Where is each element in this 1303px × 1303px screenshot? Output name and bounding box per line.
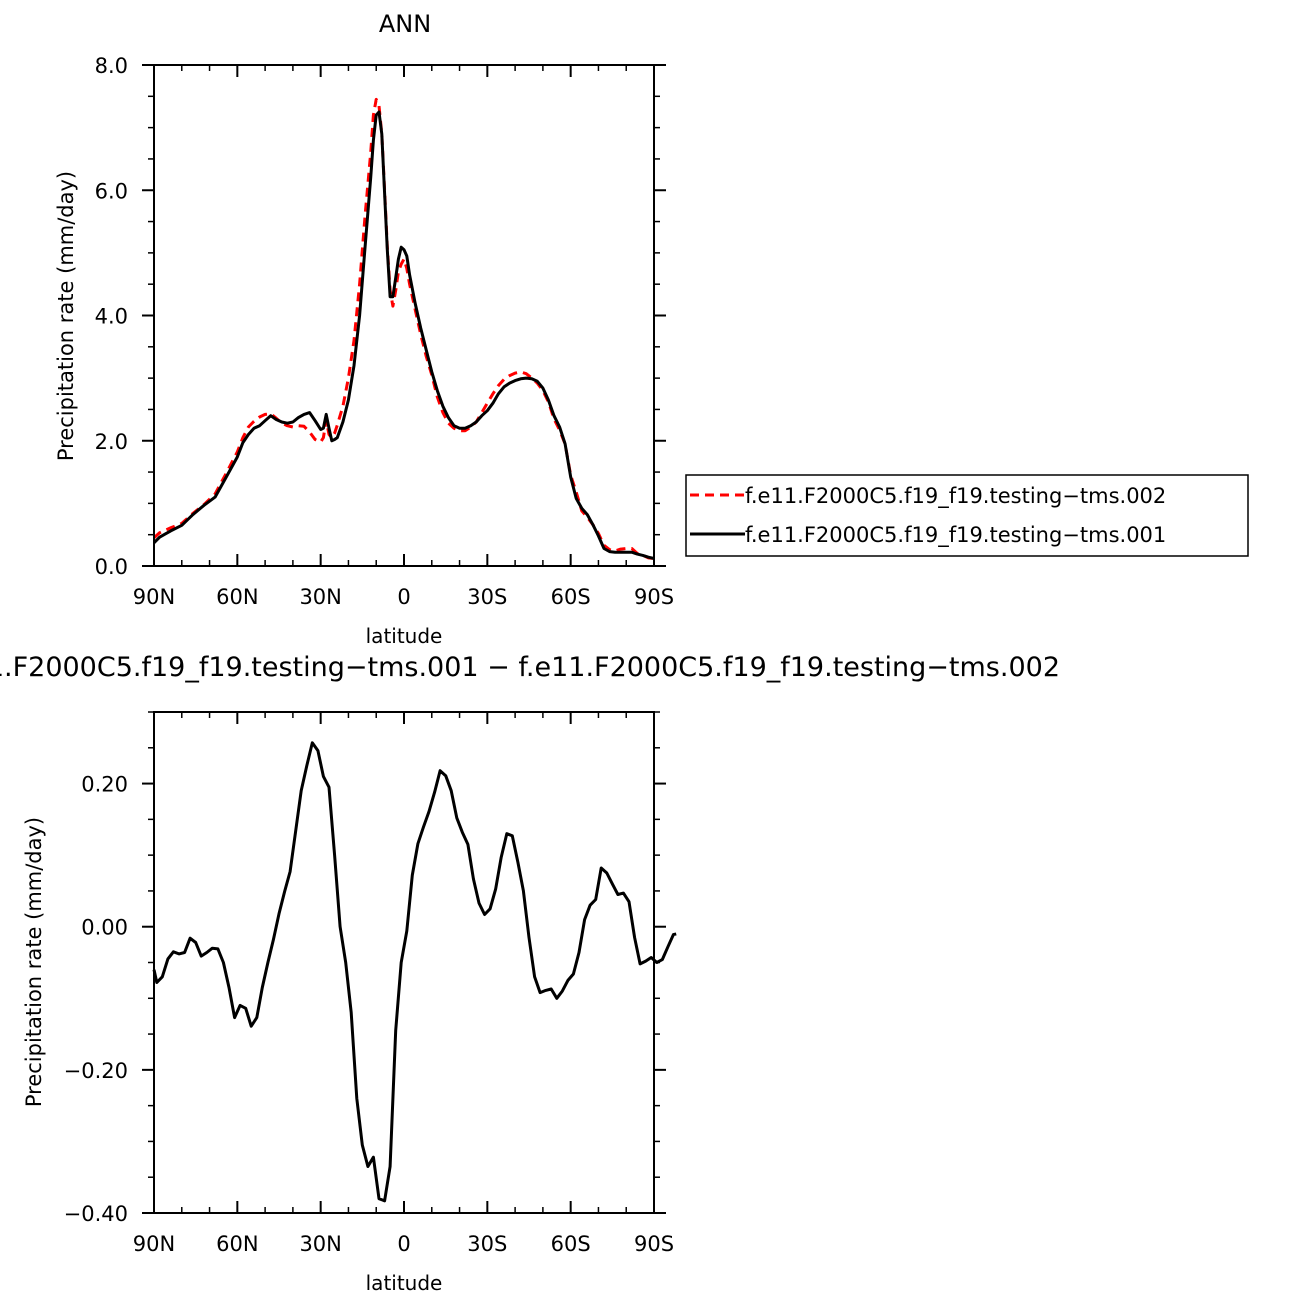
legend-label-001: f.e11.F2000C5.f19_f19.testing−tms.001 [745, 523, 1166, 548]
bottom-x-tick-label: 90S [634, 1232, 674, 1256]
bottom-x-tick-label: 60S [551, 1232, 591, 1256]
top-y-tick-label: 6.0 [95, 179, 128, 203]
top-x-tick-label: 90S [634, 585, 674, 609]
top-x-tick-label: 90N [133, 585, 175, 609]
legend-box [685, 474, 1249, 557]
top-y-tick-label: 8.0 [95, 54, 128, 78]
top-series-line-1 [152, 110, 655, 560]
bottom-x-tick-label: 0 [397, 1232, 410, 1256]
top-x-tick-label: 60S [551, 585, 591, 609]
top-x-tick-label: 30S [467, 585, 507, 609]
top-chart: ANN 90N 60N 30N 0 30S 60S 90S 0.0 2.0 4.0 6.0 8.0 l… [54, 10, 674, 648]
bottom-series-line-0 [152, 741, 677, 1203]
top-y-tick-label: 4.0 [95, 305, 128, 329]
legend-label-002: f.e11.F2000C5.f19_f19.testing−tms.002 [745, 484, 1166, 509]
bottom-x-tick-label: 30S [467, 1232, 507, 1256]
bottom-x-tick-label: 60N [216, 1232, 258, 1256]
top-x-tick-label: 60N [216, 585, 258, 609]
top-x-axis-label: latitude [366, 624, 443, 648]
top-series-line-0 [153, 97, 655, 560]
top-y-axis-label: Precipitation rate (mm/day) [54, 171, 78, 461]
top-y-tick-label: 0.0 [95, 555, 128, 579]
bottom-y-tick-label: −0.20 [64, 1059, 128, 1083]
bottom-y-tick-label: 0.20 [81, 773, 128, 797]
bottom-x-tick-label: 90N [133, 1232, 175, 1256]
bottom-y-tick-label: −0.40 [64, 1202, 128, 1226]
bottom-chart: f.e11.F2000C5.f19_f19.testing−tms.001 − … [0, 652, 1060, 1295]
bottom-plot-frame [153, 711, 655, 1214]
top-x-tick-label: 0 [397, 585, 410, 609]
top-plot-frame [153, 64, 655, 567]
top-x-tick-label: 30N [299, 585, 341, 609]
bottom-x-axis-label: latitude [366, 1271, 443, 1295]
legend: f.e11.F2000C5.f19_f19.testing−tms.002 f.… [685, 474, 1249, 557]
bottom-y-tick-label: 0.00 [81, 916, 128, 940]
bottom-x-tick-label: 30N [299, 1232, 341, 1256]
top-y-tick-label: 2.0 [95, 430, 128, 454]
bottom-chart-title: f.e11.F2000C5.f19_f19.testing−tms.001 − … [0, 652, 1060, 683]
top-chart-title: ANN [379, 10, 431, 38]
bottom-y-axis-label: Precipitation rate (mm/day) [22, 817, 46, 1107]
